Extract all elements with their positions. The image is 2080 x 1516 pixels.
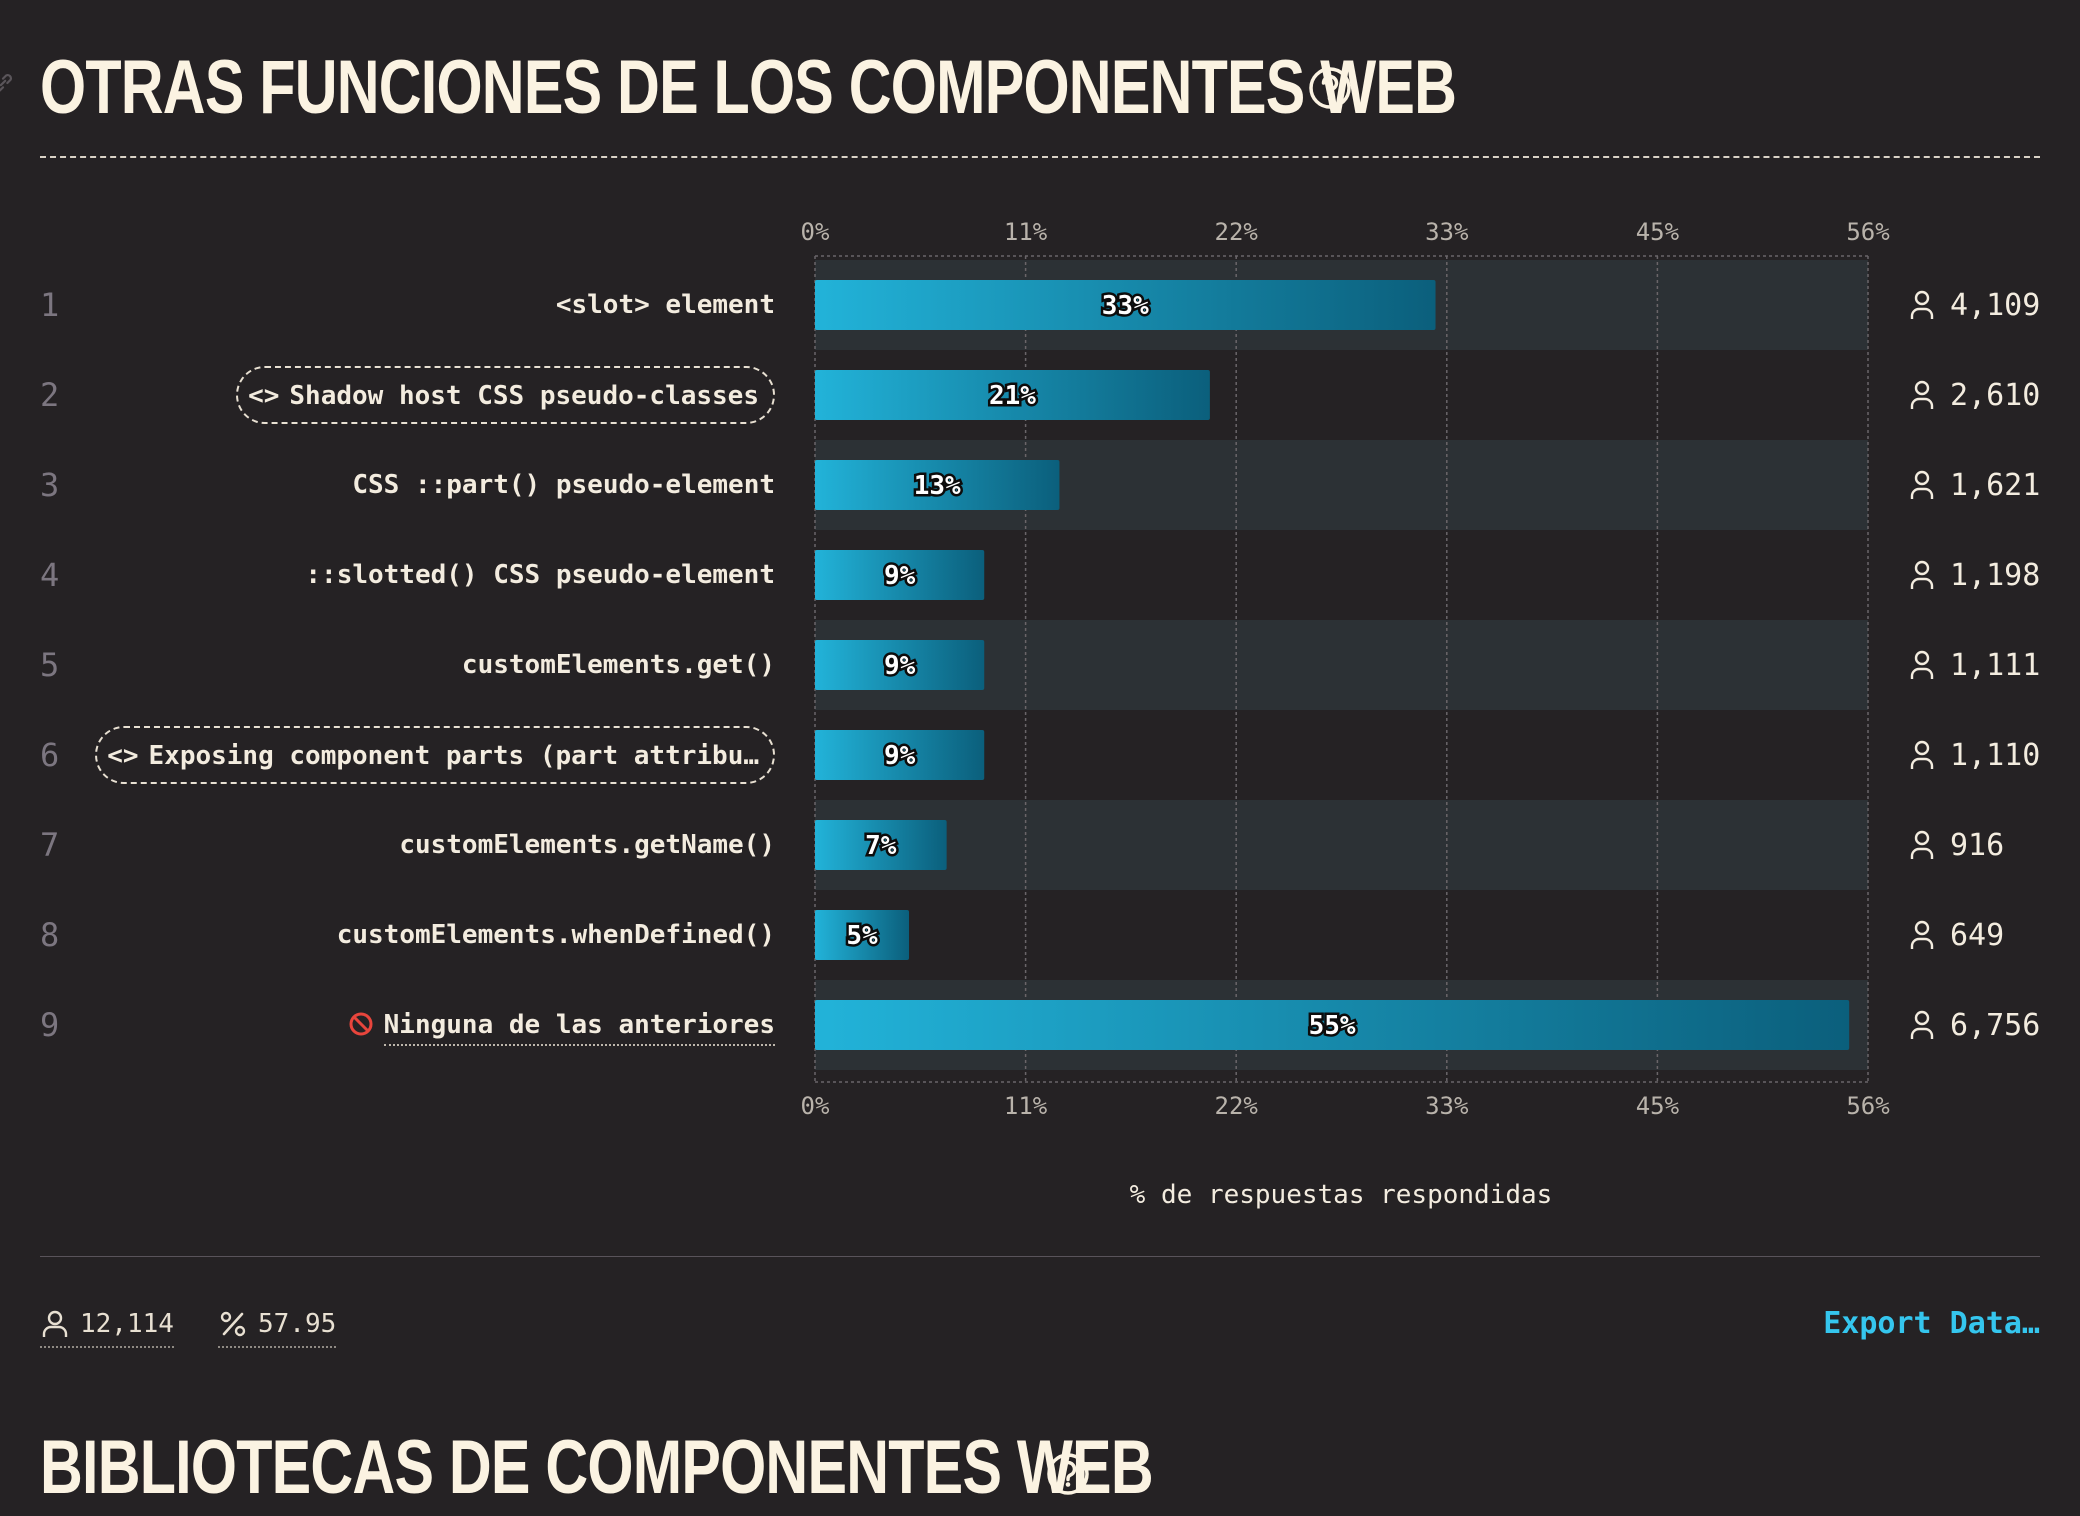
category-label[interactable]: Ninguna de las anteriores bbox=[348, 996, 775, 1054]
rank-number: 1 bbox=[40, 286, 59, 324]
respondent-count: 1,621 bbox=[1950, 468, 2040, 503]
respondent-count: 1,198 bbox=[1950, 558, 2040, 593]
category-label-text: ::slotted() CSS pseudo-element bbox=[305, 560, 775, 590]
code-icon: <> bbox=[248, 381, 280, 411]
respondent-count: 4,109 bbox=[1950, 288, 2040, 323]
category-label: customElements.get() bbox=[462, 636, 775, 694]
category-label: ::slotted() CSS pseudo-element bbox=[305, 546, 775, 604]
bar bbox=[815, 1000, 1850, 1050]
respondent-count: 649 bbox=[1950, 918, 2004, 953]
title-divider bbox=[40, 156, 2040, 158]
tick-label-bottom: 11% bbox=[1004, 1092, 1048, 1120]
bar bbox=[815, 820, 947, 870]
bar-value-label: 33% bbox=[1102, 291, 1149, 321]
person-icon bbox=[1910, 830, 1934, 859]
bar-value-label: 9% bbox=[884, 651, 916, 681]
tick-label-top: 11% bbox=[1004, 218, 1048, 246]
bar-value-label: 55% bbox=[1309, 1011, 1356, 1041]
person-icon bbox=[1910, 920, 1934, 949]
tick-label-top: 22% bbox=[1215, 218, 1259, 246]
bar-value-label: 5% bbox=[846, 921, 878, 951]
tick-label-top: 33% bbox=[1425, 218, 1469, 246]
row-stripe bbox=[815, 620, 1868, 710]
link-icon[interactable] bbox=[0, 70, 16, 96]
bar-value-label: 9% bbox=[884, 741, 916, 771]
respondent-count: 1,111 bbox=[1950, 648, 2040, 683]
category-label-text: Ninguna de las anteriores bbox=[383, 1010, 775, 1046]
category-label-text: <slot> element bbox=[555, 290, 775, 320]
rank-number: 8 bbox=[40, 916, 59, 954]
bar bbox=[815, 280, 1436, 330]
person-icon bbox=[1910, 740, 1934, 769]
bar-value-label: 13% bbox=[914, 471, 961, 501]
respondent-count: 1,110 bbox=[1950, 738, 2040, 773]
tick-label-top: 45% bbox=[1636, 218, 1680, 246]
category-label-text: CSS ::part() pseudo-element bbox=[352, 470, 775, 500]
bar-value-label: 7% bbox=[865, 831, 897, 861]
category-label: customElements.getName() bbox=[399, 816, 775, 874]
category-label: <slot> element bbox=[556, 276, 775, 334]
rank-number: 6 bbox=[40, 736, 59, 774]
person-icon bbox=[1910, 380, 1934, 409]
person-icon bbox=[1910, 560, 1934, 589]
respondent-count: 2,610 bbox=[1950, 378, 2040, 413]
rank-number: 5 bbox=[40, 646, 59, 684]
rank-number: 9 bbox=[40, 1006, 59, 1044]
question-circle-icon[interactable] bbox=[1308, 66, 1352, 110]
bar bbox=[815, 730, 985, 780]
category-label-text: customElements.whenDefined() bbox=[336, 920, 775, 950]
respondents-count: 12,114 bbox=[80, 1309, 174, 1339]
category-label-text: customElements.getName() bbox=[399, 830, 775, 860]
bar bbox=[815, 550, 985, 600]
percent-value: 57.95 bbox=[258, 1309, 337, 1339]
person-icon bbox=[1910, 290, 1934, 319]
percent-icon bbox=[220, 1311, 246, 1337]
tick-label-bottom: 22% bbox=[1215, 1092, 1259, 1120]
rank-number: 2 bbox=[40, 376, 59, 414]
respondent-count: 6,756 bbox=[1950, 1008, 2040, 1043]
bar-chart: 0% 11% 22% 33% 45% 56% 0% 11% 22% 33% 45% 56% 33%2… bbox=[40, 218, 2040, 1210]
tick-label-bottom: 45% bbox=[1636, 1092, 1680, 1120]
respondents-stat[interactable]: 12,114 bbox=[40, 1302, 174, 1348]
person-icon bbox=[1910, 470, 1934, 499]
person-icon bbox=[1910, 1010, 1934, 1039]
rank-number: 4 bbox=[40, 556, 59, 594]
percent-stat[interactable]: 57.95 bbox=[218, 1302, 337, 1348]
bar bbox=[815, 910, 910, 960]
section-title: OTRAS FUNCIONES DE LOS COMPONENTES WEB bbox=[40, 45, 1457, 130]
footer-divider bbox=[40, 1256, 2040, 1257]
next-section-title: BIBLIOTECAS DE COMPONENTES WEB bbox=[40, 1425, 1154, 1510]
bar-value-label: 21% bbox=[989, 381, 1036, 411]
question-circle-icon[interactable] bbox=[1046, 1452, 1090, 1496]
category-label[interactable]: <> Shadow host CSS pseudo-classes bbox=[236, 366, 775, 424]
rank-number: 3 bbox=[40, 466, 59, 504]
tick-label-bottom: 0% bbox=[801, 1092, 830, 1120]
bar bbox=[815, 370, 1210, 420]
category-label-text: Shadow host CSS pseudo-classes bbox=[289, 381, 759, 411]
bar bbox=[815, 640, 985, 690]
tick-label-bottom: 33% bbox=[1425, 1092, 1469, 1120]
x-axis-title: % de respuestas respondidas bbox=[1130, 1180, 1553, 1210]
category-label[interactable]: <> Exposing component parts (part attribu… bbox=[95, 726, 775, 784]
row-stripe bbox=[815, 800, 1868, 890]
category-label: customElements.whenDefined() bbox=[337, 906, 775, 964]
respondent-count: 916 bbox=[1950, 828, 2004, 863]
bar-value-label: 9% bbox=[884, 561, 916, 591]
category-label-text: Exposing component parts (part attribu… bbox=[148, 741, 759, 771]
person-icon bbox=[1910, 650, 1934, 679]
code-icon: <> bbox=[107, 741, 139, 771]
person-icon bbox=[42, 1310, 68, 1337]
category-label-text: customElements.get() bbox=[461, 650, 775, 680]
tick-label-top: 56% bbox=[1846, 218, 1890, 246]
category-label: CSS ::part() pseudo-element bbox=[352, 456, 775, 514]
export-data-link[interactable]: Export Data… bbox=[1823, 1306, 2040, 1341]
tick-label-top: 0% bbox=[801, 218, 830, 246]
rank-number: 7 bbox=[40, 826, 59, 864]
bar bbox=[815, 460, 1060, 510]
prohibited-icon bbox=[349, 1012, 373, 1036]
tick-label-bottom: 56% bbox=[1846, 1092, 1890, 1120]
